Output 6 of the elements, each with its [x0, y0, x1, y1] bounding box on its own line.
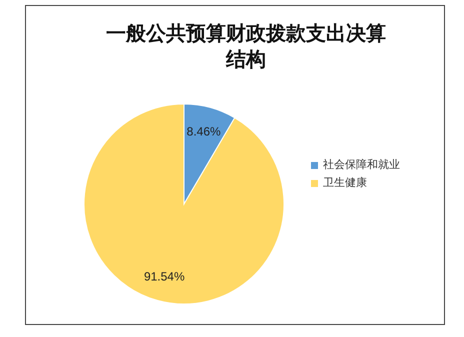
data-label: 91.54% — [144, 269, 185, 284]
chart-title: 一般公共预算财政拨款支出决算结构 — [106, 20, 386, 72]
legend-label: 社会保障和就业 — [323, 157, 400, 173]
legend-label: 卫生健康 — [323, 175, 367, 191]
data-label: 8.46% — [186, 124, 222, 139]
pie-slice — [84, 104, 284, 304]
